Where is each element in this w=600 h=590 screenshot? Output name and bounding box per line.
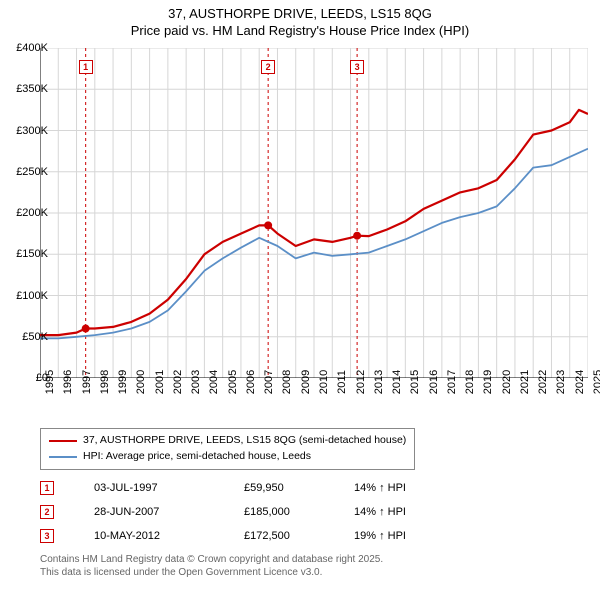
x-tick-label: 2014 bbox=[391, 370, 403, 394]
x-tick-label: 2025 bbox=[592, 370, 600, 394]
plot-area bbox=[40, 48, 588, 378]
x-tick-label: 2018 bbox=[464, 370, 476, 394]
x-tick-label: 1996 bbox=[62, 370, 74, 394]
sales-row-marker: 2 bbox=[40, 505, 54, 519]
x-tick-label: 1997 bbox=[81, 370, 93, 394]
x-tick-label: 1999 bbox=[117, 370, 129, 394]
x-tick-label: 2012 bbox=[355, 370, 367, 394]
sales-row-delta: 14% ↑ HPI bbox=[354, 482, 474, 494]
legend-row: HPI: Average price, semi-detached house,… bbox=[49, 449, 406, 465]
sales-row-date: 03-JUL-1997 bbox=[94, 482, 244, 494]
sales-row-marker: 1 bbox=[40, 481, 54, 495]
x-tick-label: 2000 bbox=[135, 370, 147, 394]
legend: 37, AUSTHORPE DRIVE, LEEDS, LS15 8QG (se… bbox=[40, 428, 415, 470]
legend-swatch bbox=[49, 456, 77, 458]
footer-line-2: This data is licensed under the Open Gov… bbox=[40, 566, 383, 579]
y-tick-label: £50K bbox=[22, 331, 48, 343]
x-tick-label: 2021 bbox=[519, 370, 531, 394]
sale-marker-box: 1 bbox=[79, 60, 93, 74]
y-tick-label: £250K bbox=[16, 166, 48, 178]
sales-row-price: £185,000 bbox=[244, 506, 354, 518]
chart-container: 37, AUSTHORPE DRIVE, LEEDS, LS15 8QG Pri… bbox=[0, 0, 600, 590]
y-tick-label: £100K bbox=[16, 290, 48, 302]
x-tick-label: 2006 bbox=[245, 370, 257, 394]
x-tick-label: 2005 bbox=[227, 370, 239, 394]
x-tick-label: 2016 bbox=[428, 370, 440, 394]
sales-row-date: 10-MAY-2012 bbox=[94, 530, 244, 542]
sales-table: 1 03-JUL-1997£59,95014% ↑ HPI 2 28-JUN-2007… bbox=[40, 476, 474, 548]
sale-marker-box: 3 bbox=[350, 60, 364, 74]
x-tick-label: 2024 bbox=[574, 370, 586, 394]
x-tick-label: 2004 bbox=[208, 370, 220, 394]
x-tick-label: 2010 bbox=[318, 370, 330, 394]
x-tick-label: 2020 bbox=[501, 370, 513, 394]
legend-row: 37, AUSTHORPE DRIVE, LEEDS, LS15 8QG (se… bbox=[49, 433, 406, 449]
legend-swatch bbox=[49, 440, 77, 442]
y-tick-label: £200K bbox=[16, 207, 48, 219]
legend-label: HPI: Average price, semi-detached house,… bbox=[83, 449, 311, 465]
title-line-2: Price paid vs. HM Land Registry's House … bbox=[0, 23, 600, 40]
sales-row-price: £172,500 bbox=[244, 530, 354, 542]
x-tick-label: 2019 bbox=[482, 370, 494, 394]
chart-svg bbox=[40, 48, 588, 378]
x-tick-label: 2003 bbox=[190, 370, 202, 394]
x-tick-label: 2002 bbox=[172, 370, 184, 394]
sales-row-delta: 14% ↑ HPI bbox=[354, 506, 474, 518]
sales-row-delta: 19% ↑ HPI bbox=[354, 530, 474, 542]
title-line-1: 37, AUSTHORPE DRIVE, LEEDS, LS15 8QG bbox=[0, 6, 600, 23]
legend-label: 37, AUSTHORPE DRIVE, LEEDS, LS15 8QG (se… bbox=[83, 433, 406, 449]
sales-row: 2 28-JUN-2007£185,00014% ↑ HPI bbox=[40, 500, 474, 524]
sales-row-price: £59,950 bbox=[244, 482, 354, 494]
chart-title: 37, AUSTHORPE DRIVE, LEEDS, LS15 8QG Pri… bbox=[0, 0, 600, 40]
x-tick-label: 2013 bbox=[373, 370, 385, 394]
x-tick-label: 2017 bbox=[446, 370, 458, 394]
footer-attribution: Contains HM Land Registry data © Crown c… bbox=[40, 553, 383, 579]
x-tick-label: 2007 bbox=[263, 370, 275, 394]
sales-row-date: 28-JUN-2007 bbox=[94, 506, 244, 518]
x-tick-label: 2022 bbox=[537, 370, 549, 394]
y-tick-label: £400K bbox=[16, 42, 48, 54]
x-tick-label: 2023 bbox=[555, 370, 567, 394]
x-tick-label: 2011 bbox=[336, 370, 348, 394]
x-tick-label: 1998 bbox=[99, 370, 111, 394]
y-tick-label: £350K bbox=[16, 83, 48, 95]
x-tick-label: 1995 bbox=[44, 370, 56, 394]
x-tick-label: 2001 bbox=[154, 370, 166, 394]
x-tick-label: 2008 bbox=[281, 370, 293, 394]
x-tick-label: 2015 bbox=[409, 370, 421, 394]
x-tick-label: 2009 bbox=[300, 370, 312, 394]
sale-marker-box: 2 bbox=[261, 60, 275, 74]
y-tick-label: £300K bbox=[16, 125, 48, 137]
sales-row-marker: 3 bbox=[40, 529, 54, 543]
footer-line-1: Contains HM Land Registry data © Crown c… bbox=[40, 553, 383, 566]
sales-row: 1 03-JUL-1997£59,95014% ↑ HPI bbox=[40, 476, 474, 500]
sales-row: 3 10-MAY-2012£172,50019% ↑ HPI bbox=[40, 524, 474, 548]
y-tick-label: £150K bbox=[16, 248, 48, 260]
